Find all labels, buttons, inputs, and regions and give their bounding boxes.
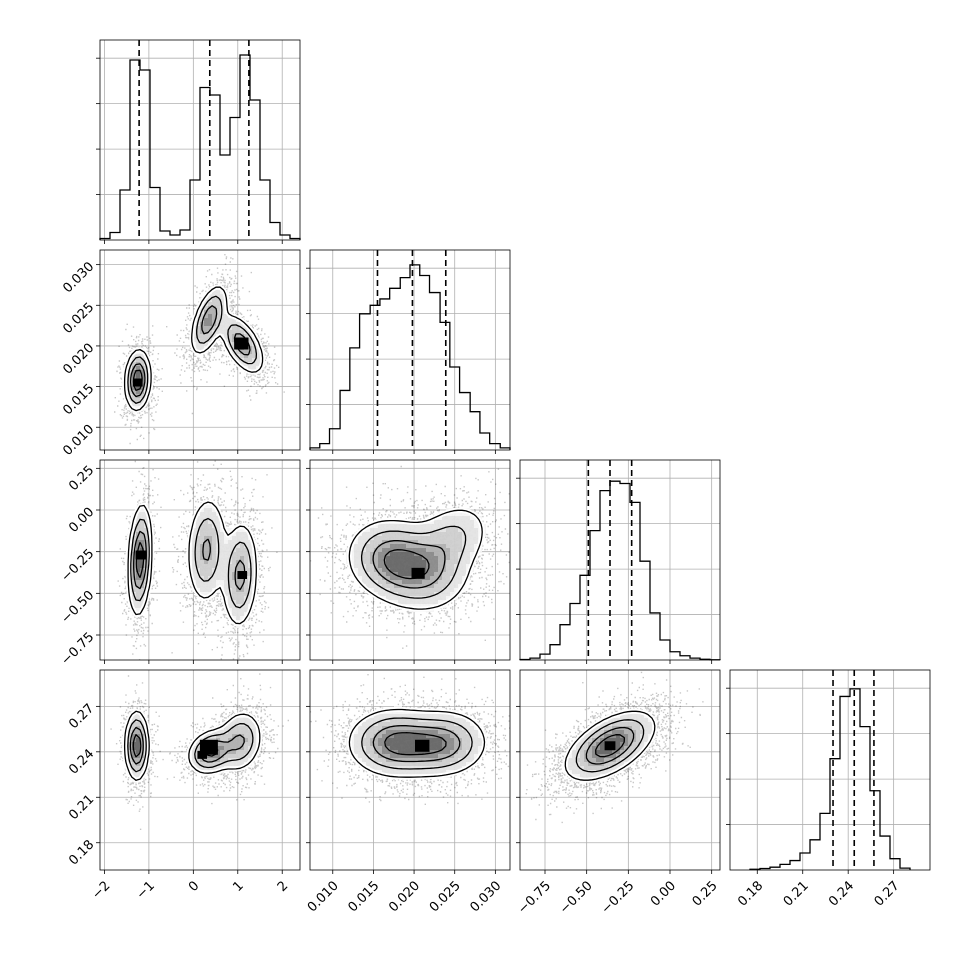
y-tick-label-2-0: −0.75 — [59, 630, 98, 669]
x-tick-label-0-3: 1 — [230, 878, 246, 894]
density-shade-1-2-0 — [346, 508, 486, 612]
density-peak-1-2-0 — [411, 567, 425, 579]
density-peak-0-2-0 — [135, 550, 147, 560]
x-tick-label-3-3: 0.27 — [872, 878, 903, 909]
density-shade-1-2-2 — [362, 528, 462, 596]
hist-frame-2 — [519, 459, 721, 661]
x-tick-label-0-1: −1 — [134, 878, 158, 902]
density-peak-0-2-1 — [237, 571, 248, 579]
pair-panel-1-2 — [306, 459, 511, 664]
hist-frame-0 — [99, 39, 301, 241]
y-tick-label-2-3: 0.00 — [66, 505, 97, 536]
panel-frame-2-3 — [519, 669, 721, 871]
x-tick-label-2-0: −0.75 — [515, 878, 554, 917]
hist-panel-2 — [516, 459, 721, 664]
panel-content-1-3 — [310, 670, 510, 870]
contour-0-1-1 — [127, 295, 258, 404]
hist-steps-3 — [749, 688, 911, 870]
density-peak-2-3-0 — [604, 741, 616, 751]
contour-1-2-1 — [360, 525, 467, 599]
hist-steps-0 — [99, 54, 301, 240]
x-tick-label-2-4: 0.25 — [690, 878, 721, 909]
x-tick-label-3-2: 0.24 — [826, 878, 857, 909]
y-tick-label-1-0: 0.010 — [60, 422, 97, 459]
pair-panel-0-3 — [96, 669, 301, 874]
hist-steps-2 — [519, 480, 721, 661]
y-tick-label-1-1: 0.015 — [60, 381, 97, 418]
y-tick-label-3-0: 0.18 — [66, 837, 97, 868]
contour-1-3-3 — [384, 732, 447, 756]
contour-0-3-0 — [123, 710, 261, 781]
panel-content-0-1 — [100, 250, 300, 450]
hist-panel-3 — [726, 669, 931, 874]
contour-0-2-0 — [127, 501, 257, 625]
panel-content-2-3 — [520, 670, 720, 870]
y-tick-label-1-3: 0.025 — [60, 300, 97, 337]
contour-1-3-1 — [361, 717, 473, 770]
contour-2-3-3 — [595, 734, 626, 758]
x-tick-label-0-2: 0 — [186, 878, 202, 894]
x-tick-label-0-0: −2 — [89, 878, 113, 902]
x-tick-label-1-1: 0.015 — [346, 878, 383, 915]
pair-panel-1-3 — [306, 669, 511, 874]
hist-bg-2 — [520, 460, 720, 660]
y-tick-label-2-4: 0.25 — [66, 463, 97, 494]
x-tick-label-2-2: −0.25 — [599, 878, 638, 917]
contour-0-2-2 — [133, 530, 246, 591]
contour-1-2-2 — [372, 540, 446, 589]
pair-panel-0-2 — [96, 459, 301, 664]
x-tick-label-1-3: 0.025 — [427, 878, 464, 915]
contour-1-2-0 — [348, 509, 483, 610]
density-peak-0-1-0 — [234, 337, 249, 350]
density-shade-0-1-1 — [124, 290, 260, 406]
hist-panel-0 — [96, 39, 301, 244]
hist-frame-1 — [309, 249, 511, 451]
panel-frame-0-1 — [99, 249, 301, 451]
panel-content-0-2 — [100, 460, 300, 660]
y-tick-label-3-1: 0.21 — [66, 792, 97, 823]
density-shade-1-3-4 — [378, 730, 454, 758]
pair-panel-0-1 — [96, 249, 301, 454]
panel-frame-1-3 — [309, 669, 511, 871]
contour-2-3-1 — [575, 719, 645, 773]
density-peak-0-1-1 — [132, 378, 143, 387]
contour-2-3-2 — [585, 726, 635, 765]
x-tick-label-3-0: 0.18 — [735, 878, 766, 909]
contour-0-2-1 — [130, 517, 252, 609]
density-peak-0-3-1 — [197, 750, 208, 759]
hist-steps-1 — [309, 264, 511, 450]
panel-frame-0-2 — [99, 459, 301, 661]
contour-0-3-1 — [127, 719, 254, 773]
density-shade-1-3-1 — [354, 714, 482, 774]
y-tick-label-2-2: −0.25 — [59, 546, 98, 585]
contour-0-1-0 — [123, 286, 264, 412]
x-tick-label-1-4: 0.030 — [467, 878, 504, 915]
hist-panel-1 — [306, 249, 511, 454]
x-tick-label-2-1: −0.50 — [557, 878, 596, 917]
panel-content-1-2 — [310, 460, 510, 660]
x-tick-label-0-4: 2 — [275, 878, 291, 894]
density-shade-0-2-2 — [132, 520, 252, 604]
pair-panel-2-3 — [516, 669, 721, 874]
x-tick-label-2-3: 0.00 — [648, 878, 679, 909]
y-tick-label-1-2: 0.020 — [60, 341, 97, 378]
panel-frame-0-3 — [99, 669, 301, 871]
panel-content-0-3 — [100, 670, 300, 870]
y-tick-label-3-2: 0.24 — [66, 747, 97, 778]
contour-1-3-0 — [348, 708, 486, 778]
y-tick-label-1-4: 0.030 — [60, 259, 97, 296]
density-shade-0-1-4 — [132, 314, 244, 394]
x-tick-label-1-2: 0.020 — [386, 878, 423, 915]
contour-1-3-2 — [372, 724, 461, 763]
x-tick-label-3-1: 0.21 — [781, 878, 812, 909]
density-peak-1-3-0 — [414, 739, 430, 752]
hist-frame-3 — [729, 669, 931, 871]
panel-frame-1-2 — [309, 459, 511, 661]
x-tick-label-1-0: 0.010 — [305, 878, 342, 915]
hist-bg-1 — [310, 250, 510, 450]
y-tick-label-2-1: −0.50 — [59, 588, 98, 627]
y-tick-label-3-3: 0.27 — [66, 701, 97, 732]
contour-2-3-0 — [564, 710, 656, 781]
